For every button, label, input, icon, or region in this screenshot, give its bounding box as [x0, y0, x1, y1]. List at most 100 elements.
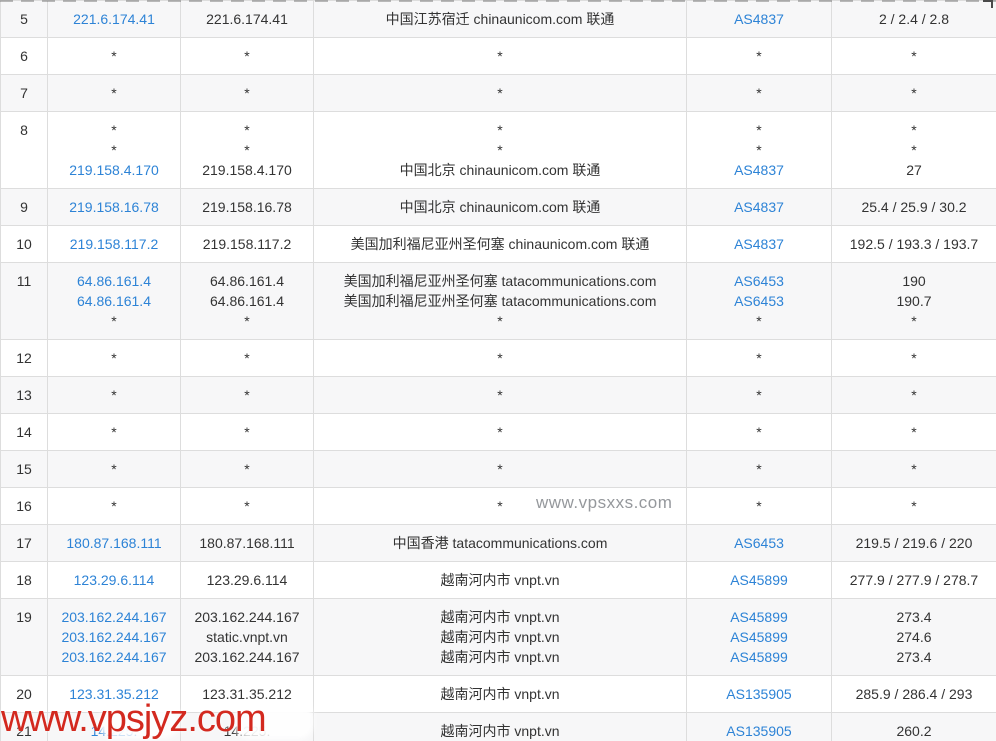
- geo-location-cell: 美国加利福尼亚州圣何塞 chinaunicom.com 联通: [313, 225, 687, 263]
- asn-cell: AS4837: [686, 0, 832, 38]
- cell-line: *: [111, 313, 117, 329]
- ip-link[interactable]: 123.29.6.114: [73, 572, 155, 588]
- cell-line: 273.4: [896, 609, 932, 625]
- asn-link[interactable]: AS6453: [734, 535, 784, 551]
- ip-hostname-cell: *: [180, 450, 314, 488]
- cell-line: 219.5 / 219.6 / 220: [855, 535, 973, 551]
- geo-location-cell: *: [313, 339, 687, 377]
- geo-location-cell: 美国加利福尼亚州圣何塞 tatacommunications.com 美国加利福尼…: [313, 262, 687, 340]
- asn-link[interactable]: AS6453: [734, 293, 784, 309]
- ip-address-cell: *: [47, 37, 181, 75]
- ip-hostname-cell: 219.158.117.2: [180, 225, 314, 263]
- cell-line: 64.86.161.4: [210, 293, 284, 309]
- cell-line: 219.158.16.78: [202, 199, 292, 215]
- cell-line: 180.87.168.111: [199, 535, 295, 551]
- hop-number: 20: [0, 675, 48, 713]
- asn-link[interactable]: AS45899: [730, 572, 788, 588]
- cell-line: *: [111, 350, 117, 366]
- asn-cell: AS4837: [686, 225, 832, 263]
- asn-link[interactable]: AS135905: [726, 686, 792, 702]
- asn-link[interactable]: AS4837: [734, 11, 784, 27]
- ip-link[interactable]: 64.86.161.4: [77, 273, 151, 289]
- cell-line: *: [911, 85, 917, 101]
- cell-line: *: [497, 387, 503, 403]
- table-row: 5 221.6.174.41 221.6.174.41 中国江苏宿迁 china…: [0, 0, 996, 38]
- cell-line: *: [497, 498, 503, 514]
- hop-number: 14: [0, 413, 48, 451]
- cell-line: 越南河内市 vnpt.vn: [440, 686, 560, 702]
- cell-line: 273.4: [896, 649, 932, 665]
- asn-link[interactable]: AS45899: [730, 629, 788, 645]
- latency-cell: *: [831, 376, 996, 414]
- latency-cell: 192.5 / 193.3 / 193.7: [831, 225, 996, 263]
- ip-link[interactable]: 123.31.35.212: [69, 686, 159, 702]
- ip-address-cell: 203.162.244.167 203.162.244.167 203.162.24…: [47, 598, 181, 676]
- latency-cell: *: [831, 413, 996, 451]
- ip-link[interactable]: 203.162.244.167: [61, 629, 167, 645]
- cell-line: 285.9 / 286.4 / 293: [855, 686, 973, 702]
- geo-location-cell: 越南河内市 vnpt.vn: [313, 712, 687, 741]
- cell-line: *: [756, 313, 762, 329]
- asn-link[interactable]: AS135905: [726, 723, 792, 739]
- cell-line: *: [756, 461, 762, 477]
- cell-line: *: [497, 48, 503, 64]
- latency-cell: 25.4 / 25.9 / 30.2: [831, 188, 996, 226]
- cell-line: *: [911, 122, 917, 138]
- ip-address-cell: *: [47, 339, 181, 377]
- ip-link[interactable]: 219.158.4.170: [69, 162, 159, 178]
- cell-line: *: [111, 122, 117, 138]
- hop-number: 6: [0, 37, 48, 75]
- asn-cell: *: [686, 487, 832, 525]
- ip-link[interactable]: 203.162.244.167: [61, 649, 167, 665]
- ip-address-cell: 180.87.168.111: [47, 524, 181, 562]
- ip-address-cell: * * 219.158.4.170: [47, 111, 181, 189]
- asn-cell: AS45899 AS45899 AS45899: [686, 598, 832, 676]
- asn-link[interactable]: AS4837: [734, 236, 784, 252]
- hop-number: 12: [0, 339, 48, 377]
- asn-cell: *: [686, 37, 832, 75]
- ip-link[interactable]: 221.6.174.41: [73, 11, 155, 27]
- cell-line: 27: [906, 162, 922, 178]
- table-row: 16 * * * * *: [0, 487, 996, 525]
- asn-cell: *: [686, 74, 832, 112]
- ip-hostname-cell: 123.31.35.212: [180, 675, 314, 713]
- asn-cell: *: [686, 376, 832, 414]
- geo-location-cell: 中国香港 tatacommunications.com: [313, 524, 687, 562]
- ip-link[interactable]: 219.158.117.2: [69, 236, 159, 252]
- cell-line: 越南河内市 vnpt.vn: [440, 723, 560, 739]
- ip-hostname-cell: * * 219.158.4.170: [180, 111, 314, 189]
- asn-link[interactable]: AS6453: [734, 273, 784, 289]
- hop-number: 21: [0, 712, 48, 741]
- cell-line: 190: [902, 273, 926, 289]
- cell-line: *: [756, 142, 762, 158]
- ip-link[interactable]: 14.225.: [90, 723, 138, 739]
- asn-cell: * * AS4837: [686, 111, 832, 189]
- asn-cell: AS135905: [686, 712, 832, 741]
- ip-link[interactable]: 180.87.168.111: [66, 535, 162, 551]
- ip-link[interactable]: 64.86.161.4: [77, 293, 151, 309]
- geo-location-cell: *: [313, 74, 687, 112]
- ip-link[interactable]: 219.158.16.78: [69, 199, 159, 215]
- asn-link[interactable]: AS45899: [730, 609, 788, 625]
- cell-line: 2 / 2.4 / 2.8: [878, 11, 950, 27]
- ip-link[interactable]: 203.162.244.167: [61, 609, 167, 625]
- ip-address-cell: 123.31.35.212: [47, 675, 181, 713]
- hop-number: 13: [0, 376, 48, 414]
- cell-line: 中国江苏宿迁 chinaunicom.com 联通: [385, 11, 615, 27]
- asn-link[interactable]: AS4837: [734, 162, 784, 178]
- geo-location-cell: *: [313, 487, 687, 525]
- cell-line: 25.4 / 25.9 / 30.2: [861, 199, 967, 215]
- table-row: 21 14.225. 14.225. 越南河内市 vnpt.vn AS13590…: [0, 712, 996, 741]
- hop-number: 8: [0, 111, 48, 189]
- table-row: 15 * * * * *: [0, 450, 996, 488]
- ip-hostname-cell: 219.158.16.78: [180, 188, 314, 226]
- ip-hostname-cell: *: [180, 74, 314, 112]
- cell-line: *: [244, 48, 250, 64]
- cell-line: *: [244, 122, 250, 138]
- cell-line: 美国加利福尼亚州圣何塞 tatacommunications.com: [343, 293, 657, 309]
- ip-hostname-cell: *: [180, 376, 314, 414]
- asn-cell: AS135905: [686, 675, 832, 713]
- cell-line: *: [756, 85, 762, 101]
- asn-link[interactable]: AS4837: [734, 199, 784, 215]
- asn-link[interactable]: AS45899: [730, 649, 788, 665]
